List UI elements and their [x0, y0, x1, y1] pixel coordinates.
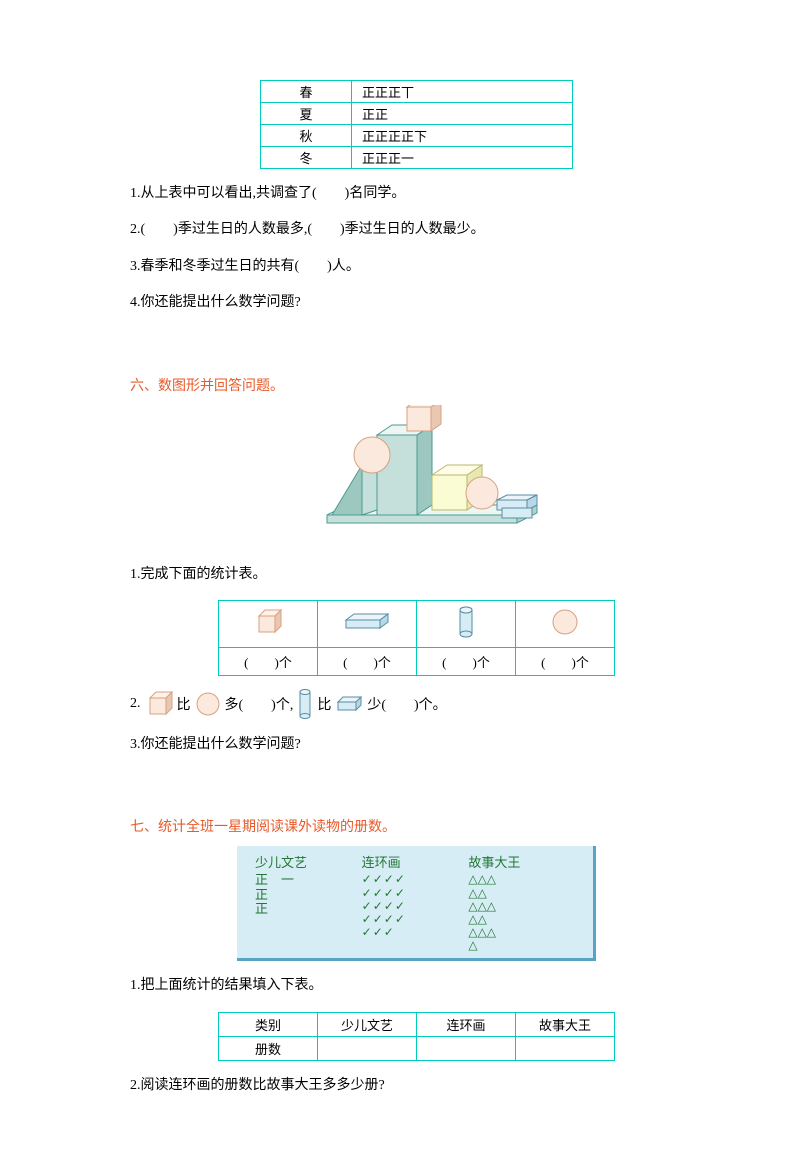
- question-7-2: 2.阅读连环画的册数比故事大王多多少册?: [130, 1075, 703, 1097]
- cuboid-icon: [335, 694, 363, 714]
- reading-result-table: 类别 少儿文艺 连环画 故事大王 册数: [218, 1012, 615, 1061]
- question-6-3: 3.你还能提出什么数学问题?: [130, 734, 703, 756]
- result-header: 连环画: [417, 1012, 516, 1036]
- season-cell: 春: [261, 81, 352, 103]
- result-rowlabel: 册数: [219, 1036, 318, 1060]
- question-5-2: 2.( )季过生日的人数最多,( )季过生日的人数最少。: [130, 219, 703, 241]
- shapes-figure: [130, 405, 703, 550]
- result-header: 故事大王: [516, 1012, 615, 1036]
- season-tally-table: 春正正正丅 夏正正 秋正正正正下 冬正正正一: [260, 80, 573, 169]
- sphere-icon: [516, 600, 615, 647]
- count-cell: ( )个: [219, 647, 318, 675]
- reading-tally-box: 少儿文艺 正 一 正 正 连环画 ✓✓✓✓ ✓✓✓✓ ✓✓✓✓ ✓✓✓✓ ✓✓✓…: [237, 846, 596, 961]
- result-cell: [318, 1036, 417, 1060]
- tally-cell: 正正正正下: [352, 125, 573, 147]
- shapes-count-table: ( )个 ( )个 ( )个 ( )个: [218, 600, 615, 676]
- cylinder-icon: [417, 600, 516, 647]
- count-cell: ( )个: [318, 647, 417, 675]
- question-5-4: 4.你还能提出什么数学问题?: [130, 292, 703, 314]
- tally-cell: 正正正丅: [352, 81, 573, 103]
- tally-cell: 正正: [352, 103, 573, 125]
- tally-cell: 正正正一: [352, 147, 573, 169]
- count-cell: ( )个: [516, 647, 615, 675]
- cylinder-icon: [297, 688, 313, 720]
- cuboid-icon: [318, 600, 417, 647]
- question-5-1: 1.从上表中可以看出,共调查了( )名同学。: [130, 183, 703, 205]
- result-cell: [417, 1036, 516, 1060]
- result-header: 类别: [219, 1012, 318, 1036]
- question-6-2: 2. 比 多( )个, 比 少( )个。: [130, 688, 703, 720]
- cube-icon: [145, 690, 173, 718]
- section-6-title: 六、数图形并回答问题。: [130, 375, 703, 395]
- question-6-1: 1.完成下面的统计表。: [130, 564, 703, 586]
- question-7-1: 1.把上面统计的结果填入下表。: [130, 975, 703, 997]
- cube-icon: [219, 600, 318, 647]
- result-header: 少儿文艺: [318, 1012, 417, 1036]
- question-5-3: 3.春季和冬季过生日的共有( )人。: [130, 256, 703, 278]
- season-cell: 冬: [261, 147, 352, 169]
- season-cell: 夏: [261, 103, 352, 125]
- sphere-icon: [195, 691, 221, 717]
- section-7-title: 七、统计全班一星期阅读课外读物的册数。: [130, 816, 703, 836]
- result-cell: [516, 1036, 615, 1060]
- count-cell: ( )个: [417, 647, 516, 675]
- season-cell: 秋: [261, 125, 352, 147]
